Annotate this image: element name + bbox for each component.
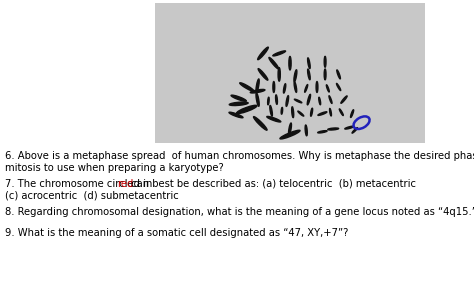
Ellipse shape [269, 58, 279, 69]
Ellipse shape [231, 95, 246, 101]
Text: red: red [117, 179, 133, 189]
Ellipse shape [273, 51, 285, 56]
Ellipse shape [281, 107, 283, 114]
Ellipse shape [268, 97, 269, 105]
Ellipse shape [258, 69, 268, 80]
Ellipse shape [337, 83, 341, 91]
Text: (c) acrocentric  (d) submetacentric: (c) acrocentric (d) submetacentric [5, 191, 179, 201]
Ellipse shape [286, 96, 289, 106]
Ellipse shape [341, 96, 347, 103]
Text: 9. What is the meaning of a somatic cell designated as “47, XY,+7”?: 9. What is the meaning of a somatic cell… [5, 228, 348, 238]
Text: can best be described as: (a) telocentric  (b) metacentric: can best be described as: (a) telocentri… [128, 179, 416, 189]
Ellipse shape [298, 111, 304, 116]
Ellipse shape [294, 82, 297, 92]
Ellipse shape [318, 131, 327, 133]
Text: 6. Above is a metaphase spread  of human chromosomes. Why is metaphase the desir: 6. Above is a metaphase spread of human … [5, 151, 474, 161]
Text: 8. Regarding chromosomal designation, what is the meaning of a gene locus noted : 8. Regarding chromosomal designation, wh… [5, 207, 474, 217]
Ellipse shape [310, 108, 313, 116]
Ellipse shape [294, 99, 302, 103]
Ellipse shape [337, 70, 340, 79]
Ellipse shape [318, 112, 327, 115]
Ellipse shape [294, 70, 297, 82]
Ellipse shape [273, 82, 275, 92]
Ellipse shape [329, 96, 332, 104]
Ellipse shape [270, 106, 273, 116]
Ellipse shape [275, 95, 277, 104]
Ellipse shape [352, 128, 357, 133]
Ellipse shape [328, 128, 338, 130]
Ellipse shape [289, 56, 291, 70]
Ellipse shape [256, 79, 259, 92]
Ellipse shape [305, 125, 307, 136]
Ellipse shape [351, 110, 354, 117]
Ellipse shape [316, 82, 318, 92]
Ellipse shape [324, 69, 326, 80]
Ellipse shape [240, 83, 254, 91]
Ellipse shape [329, 109, 331, 116]
Bar [155, 3, 425, 143]
Ellipse shape [307, 94, 310, 105]
Ellipse shape [327, 85, 329, 92]
Ellipse shape [237, 105, 257, 114]
Ellipse shape [319, 97, 320, 105]
Ellipse shape [283, 84, 286, 93]
Ellipse shape [256, 93, 259, 106]
Ellipse shape [339, 109, 343, 115]
Ellipse shape [254, 117, 267, 130]
Ellipse shape [308, 58, 310, 68]
Ellipse shape [324, 56, 326, 67]
Ellipse shape [278, 68, 280, 81]
Ellipse shape [305, 85, 308, 92]
Ellipse shape [280, 130, 300, 139]
Ellipse shape [292, 107, 294, 118]
Ellipse shape [289, 123, 292, 135]
Ellipse shape [258, 47, 268, 60]
Ellipse shape [267, 117, 281, 122]
Ellipse shape [229, 102, 248, 106]
Ellipse shape [308, 69, 310, 80]
Text: mitosis to use when preparing a karyotype?: mitosis to use when preparing a karyotyp… [5, 163, 224, 173]
Ellipse shape [229, 112, 243, 118]
Text: 7. The chromosome circled in: 7. The chromosome circled in [5, 179, 155, 189]
Ellipse shape [345, 126, 354, 129]
Ellipse shape [250, 89, 265, 93]
